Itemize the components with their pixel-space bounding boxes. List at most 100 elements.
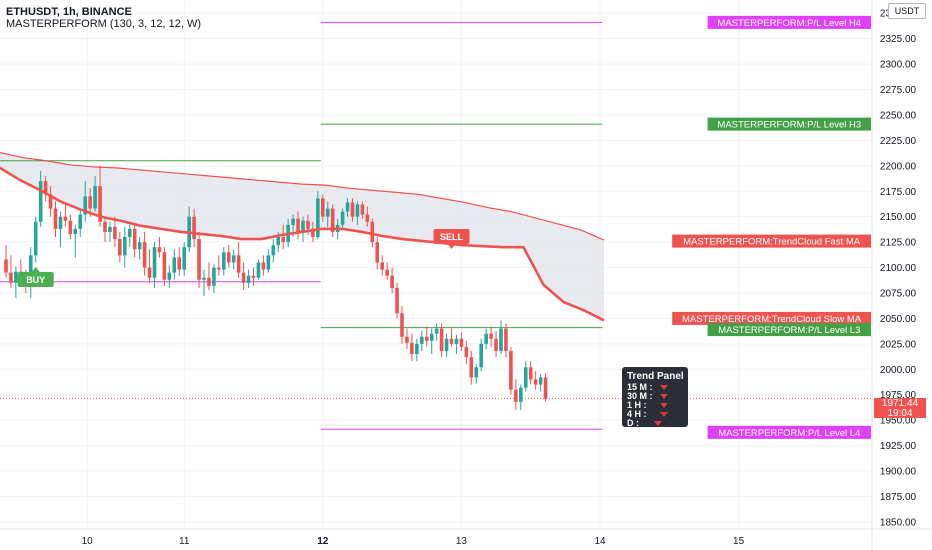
price-tick-label: 1950.00 xyxy=(880,416,917,427)
indicator-title[interactable]: MASTERPERFORM (130, 3, 12, 12, W) xyxy=(6,18,201,30)
price-tick-label: 1850.00 xyxy=(880,517,917,528)
candle-down xyxy=(4,259,8,273)
candle-down xyxy=(236,255,241,273)
candle-down xyxy=(142,242,147,268)
candle-down xyxy=(118,239,122,256)
level-h4-tag-box xyxy=(707,15,871,29)
down-arrow-icon xyxy=(654,421,662,426)
candle-up xyxy=(271,245,276,256)
price-tick-label: 2175.00 xyxy=(880,187,917,198)
down-arrow-icon xyxy=(660,385,668,390)
down-arrow-icon xyxy=(660,412,668,417)
candle-up xyxy=(429,333,434,341)
level-l4-tag-label: MASTERPERFORM:P/L Level L4 xyxy=(718,428,860,439)
price-tick-label: 2075.00 xyxy=(880,288,917,299)
candle-up xyxy=(231,255,236,263)
buy-signal: BUY xyxy=(17,267,54,287)
candle-down xyxy=(365,214,370,222)
candle-down xyxy=(9,272,13,283)
candle-up xyxy=(538,377,543,385)
candle-down xyxy=(113,226,117,240)
candle-up xyxy=(523,367,528,388)
time-tick-label: 12 xyxy=(317,536,329,547)
candle-down xyxy=(528,367,533,380)
time-tick-label: 10 xyxy=(82,536,94,547)
candle-up xyxy=(152,247,157,278)
level-h3-tag-box xyxy=(707,117,871,131)
candle-down xyxy=(543,377,548,399)
candle-down xyxy=(217,267,221,270)
time-tick-label: 15 xyxy=(733,536,745,547)
time-tick-label: 13 xyxy=(456,536,468,547)
trend-cloud-fill xyxy=(0,152,604,321)
time-axis: 10 11 12 13 14 15 xyxy=(0,528,932,547)
candle-up xyxy=(484,333,488,344)
candle-up xyxy=(212,267,216,286)
candle-up xyxy=(345,202,350,212)
candle-up xyxy=(474,367,479,378)
slow-ma-line xyxy=(0,152,605,241)
candle-down xyxy=(226,252,231,263)
candle-down xyxy=(251,275,256,278)
candle-down xyxy=(53,208,58,229)
candle-up xyxy=(291,218,295,225)
candle-down xyxy=(241,272,246,283)
slow-ma-tag-box xyxy=(672,311,871,325)
fast-ma-tag-box xyxy=(672,234,871,248)
currency-button[interactable]: USDT xyxy=(888,3,926,19)
candle-down xyxy=(162,252,167,280)
candle-down xyxy=(380,262,384,270)
candle-down xyxy=(494,338,498,351)
candle-down xyxy=(514,389,518,402)
sell-signal-label: SELL xyxy=(440,232,464,242)
candle-down xyxy=(489,333,493,339)
price-tick-label: 2125.00 xyxy=(880,238,917,249)
candle-up xyxy=(340,211,345,225)
symbol-title: ETHUSDT, 1h, BINANCE xyxy=(6,6,132,18)
candle-down xyxy=(350,202,355,217)
price-tick-label: 1900.00 xyxy=(880,467,917,478)
candle-up xyxy=(301,220,305,232)
price-tick-label: 2200.00 xyxy=(880,161,917,172)
candle-down xyxy=(439,328,444,351)
level-h3-tag-label: MASTERPERFORM:P/L Level H3 xyxy=(717,120,861,131)
candle-up xyxy=(83,196,87,215)
candle-up xyxy=(454,338,459,344)
candle-up xyxy=(519,387,523,402)
time-tick-label: 11 xyxy=(179,536,190,547)
candle-down xyxy=(533,379,538,385)
candle-down xyxy=(88,196,92,209)
candle-up xyxy=(93,186,97,209)
candle-down xyxy=(63,216,68,221)
current-price-value: 1971.44 xyxy=(881,398,919,409)
candle-down xyxy=(459,338,464,347)
candle-down xyxy=(281,237,285,243)
candle-up xyxy=(14,271,18,283)
candle-up xyxy=(316,198,320,238)
sell-signal-pointer xyxy=(447,244,456,249)
candle-up xyxy=(444,338,449,351)
candle-up xyxy=(28,255,33,286)
price-axis: 2350.002325.002300.002275.002250.002225.… xyxy=(871,0,917,550)
candle-down xyxy=(306,220,310,229)
price-tick-label: 1875.00 xyxy=(880,492,917,503)
down-arrow-icon xyxy=(660,403,668,408)
candle-down xyxy=(424,336,429,341)
candle-up xyxy=(202,277,206,280)
price-tick-label: 2000.00 xyxy=(880,365,917,376)
candle-up xyxy=(73,228,78,234)
price-tick-label: 1975.00 xyxy=(880,390,917,401)
price-tick-label: 2300.00 xyxy=(880,60,917,71)
candle-up xyxy=(499,328,503,351)
sell-signal-box xyxy=(433,229,470,244)
trend-panel: Trend Panel 15 M : 30 M : 1 H : 4 H : D … xyxy=(622,367,688,428)
candle-down xyxy=(132,228,137,250)
candle-up xyxy=(182,247,186,270)
candle-down xyxy=(296,218,300,232)
time-tick-label: 14 xyxy=(594,536,606,547)
candle-down xyxy=(464,346,469,358)
candle-up xyxy=(246,275,251,283)
grid-layer xyxy=(0,0,872,529)
